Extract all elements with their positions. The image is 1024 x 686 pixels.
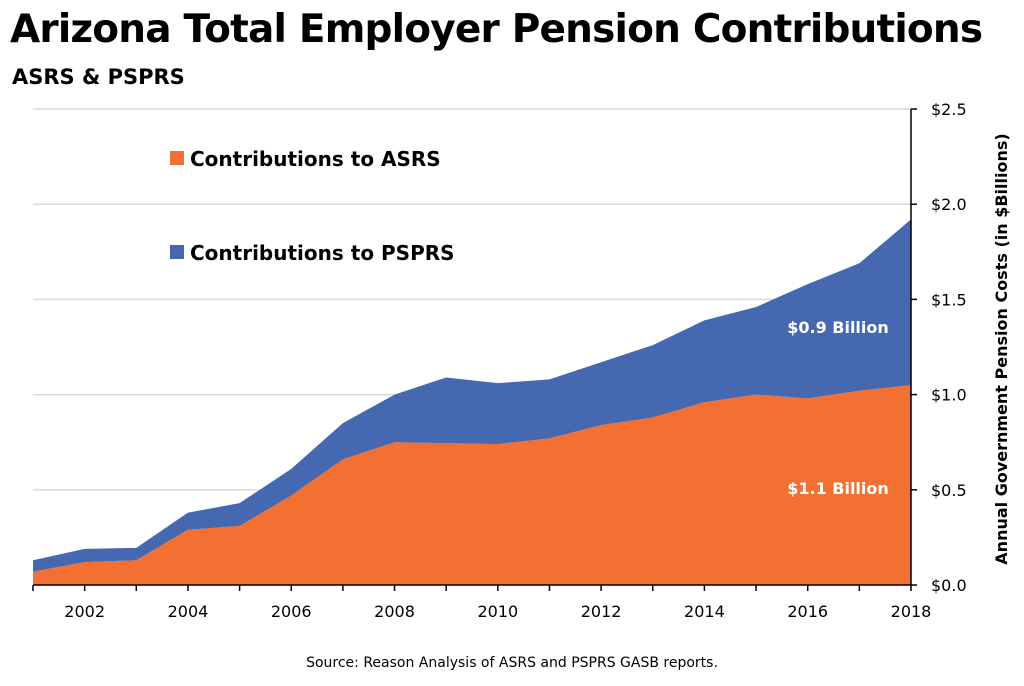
y-tick-label: $1.5 xyxy=(931,290,967,309)
chart-title: Arizona Total Employer Pension Contribut… xyxy=(10,7,983,52)
y-tick-label: $0.0 xyxy=(931,576,967,595)
area-contributions-to-psprs xyxy=(33,219,911,572)
legend-swatch xyxy=(170,245,184,259)
series-annotation: $1.1 Billion xyxy=(787,479,889,498)
x-tick-label: 2004 xyxy=(168,602,209,621)
legend: Contributions to ASRS Contributions to PS… xyxy=(170,147,455,265)
source-note: Source: Reason Analysis of ASRS and PSPR… xyxy=(306,655,718,671)
y-tick-label: $2.0 xyxy=(931,195,967,214)
area-contributions-to-asrs xyxy=(33,385,911,585)
legend-label: Contributions to ASRS xyxy=(190,147,441,171)
legend-label: Contributions to PSPRS xyxy=(190,241,455,265)
x-tick-label: 2002 xyxy=(64,602,105,621)
annotations: $0.9 Billion $1.1 Billion xyxy=(787,318,889,498)
chart-subtitle: ASRS & PSPRS xyxy=(12,65,185,89)
x-tick-label: 2006 xyxy=(271,602,312,621)
x-tick-label: 2016 xyxy=(787,602,828,621)
axes: 2002 2004 2006 2008 2010 2012 2014 2016 2018 $0.0… xyxy=(32,100,1011,621)
y-tick-label: $0.5 xyxy=(931,481,967,500)
y-tick-label: $2.5 xyxy=(931,100,967,119)
x-tick-label: 2018 xyxy=(891,602,932,621)
legend-swatch xyxy=(170,151,184,165)
x-tick-label: 2014 xyxy=(684,602,725,621)
x-tick-label: 2010 xyxy=(477,602,518,621)
x-tick-label: 2008 xyxy=(374,602,415,621)
area-series xyxy=(33,219,911,585)
x-tick-label: 2012 xyxy=(581,602,622,621)
y-axis-title: Annual Government Pension Costs (in $Bil… xyxy=(992,133,1011,564)
y-tick-label: $1.0 xyxy=(931,386,967,405)
series-annotation: $0.9 Billion xyxy=(787,318,889,337)
